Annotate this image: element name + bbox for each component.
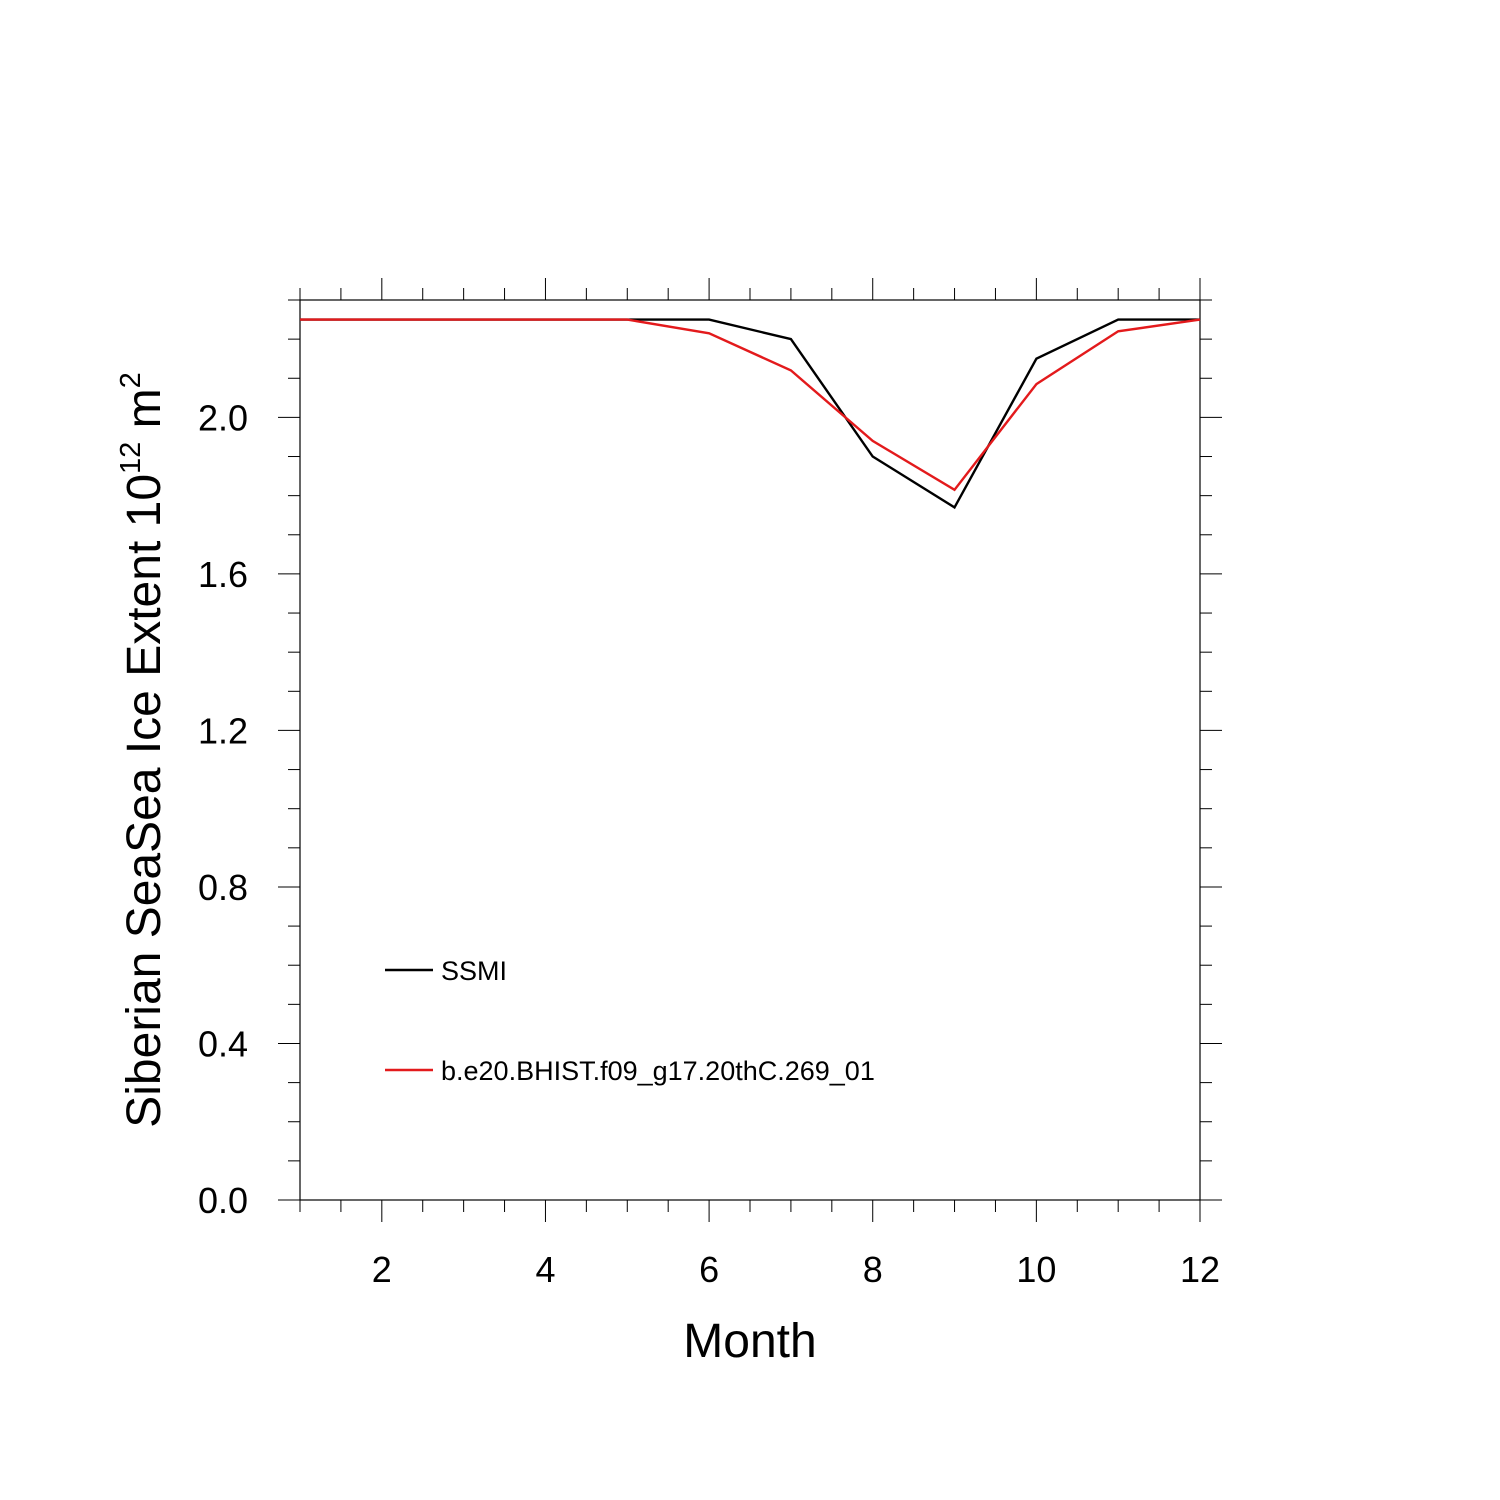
x-tick-label: 12 [1180,1249,1220,1290]
y-tick-label: 0.4 [198,1023,248,1064]
y-tick-label: 1.6 [198,554,248,595]
x-tick-label: 2 [372,1249,392,1290]
legend: SSMI b.e20.BHIST.f09_g17.20thC.269_01 [385,956,875,1086]
y-tick-label: 2.0 [198,397,248,438]
x-axis-title: Month [683,1315,816,1368]
axis-ticks [278,278,1222,1222]
x-tick-label: 10 [1016,1249,1056,1290]
x-tick-label: 4 [535,1249,555,1290]
y-axis-title-exponent: 12 [115,442,147,474]
y-axis-title-prefix: Siberian SeaSea Ice Extent 10 [118,474,171,1128]
y-tick-labels: 0.0 0.4 0.8 1.2 1.6 2.0 [198,397,248,1221]
series-line-2 [300,318,1201,492]
legend-label-2: b.e20.BHIST.f09_g17.20thC.269_01 [441,1056,875,1086]
x-tick-labels: 2 4 6 8 10 12 [372,1249,1220,1290]
y-tick-label: 1.2 [198,710,248,751]
legend-label-1: SSMI [441,956,507,986]
y-axis-title-unit-exponent: 2 [115,372,147,388]
x-tick-label: 6 [699,1249,719,1290]
series-lines [300,318,1201,510]
y-tick-label: 0.8 [198,867,248,908]
series-line-1 [300,318,1200,510]
y-axis-title: Siberian SeaSea Ice Extent 1012 m2 [115,372,171,1128]
y-axis-title-unit: m [118,388,171,441]
x-tick-label: 8 [863,1249,883,1290]
y-tick-label: 0.0 [198,1180,248,1221]
